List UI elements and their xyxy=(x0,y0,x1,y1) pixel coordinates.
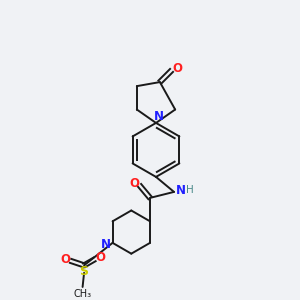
Text: CH₃: CH₃ xyxy=(74,289,92,298)
Text: O: O xyxy=(60,253,70,266)
Text: N: N xyxy=(101,238,111,251)
Text: O: O xyxy=(172,62,182,75)
Text: O: O xyxy=(129,177,139,190)
Text: N: N xyxy=(153,110,164,123)
Text: N: N xyxy=(176,184,186,197)
Text: O: O xyxy=(96,251,106,264)
Text: H: H xyxy=(186,185,194,195)
Text: S: S xyxy=(80,266,88,278)
